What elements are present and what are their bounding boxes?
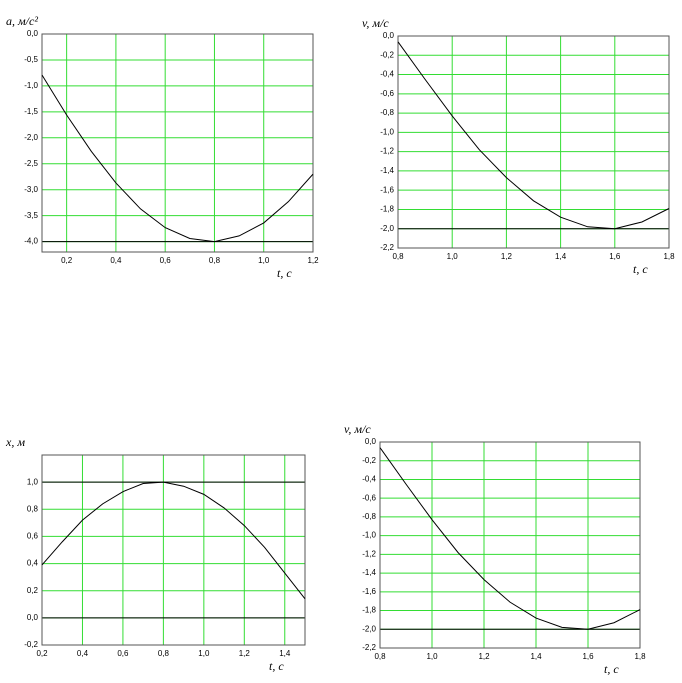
y-tick-label: -0,4 <box>380 70 394 79</box>
curve <box>41 481 306 600</box>
y-tick-label: -1,0 <box>362 531 376 540</box>
y-tick-label: -1,8 <box>362 606 376 615</box>
x-tick-label: 0,4 <box>77 649 89 658</box>
y-tick-label: -2,2 <box>362 643 376 652</box>
x-tick-label: 1,4 <box>279 649 291 658</box>
y-tick-label: 0,2 <box>27 586 39 595</box>
y-tick-label: -0,5 <box>24 55 38 64</box>
y-tick-label: -1,2 <box>380 147 394 156</box>
x-tick-label: 1,2 <box>239 649 251 658</box>
curve <box>379 447 641 630</box>
x-axis-label: t, с <box>604 662 619 676</box>
x-tick-label: 1,4 <box>530 652 542 661</box>
curve <box>41 74 314 243</box>
x-tick-label: 1,2 <box>478 652 490 661</box>
y-tick-label: 0,0 <box>365 437 377 446</box>
x-tick-label: 1,8 <box>634 652 646 661</box>
y-tick-label: -1,8 <box>380 205 394 214</box>
x-tick-label: 0,8 <box>392 252 404 261</box>
x-tick-label: 1,2 <box>501 252 513 261</box>
x-tick-label: 0,2 <box>61 256 73 265</box>
y-tick-label: -2,2 <box>380 243 394 252</box>
y-tick-label: -2,0 <box>24 133 38 142</box>
x-tick-label: 1,0 <box>258 256 270 265</box>
y-tick-label: -2,0 <box>362 624 376 633</box>
x-tick-label: 0,6 <box>160 256 172 265</box>
x-tick-label: 0,8 <box>209 256 221 265</box>
y-tick-label: -1,6 <box>380 185 394 194</box>
y-tick-label: 1,0 <box>27 477 39 486</box>
y-tick-label: -0,2 <box>362 456 376 465</box>
y-tick-label: 0,6 <box>27 532 39 541</box>
y-axis-label: v, м/с <box>362 16 389 30</box>
y-tick-label: -0,6 <box>362 493 376 502</box>
x-tick-label: 1,6 <box>582 652 594 661</box>
x-tick-label: 1,0 <box>198 649 210 658</box>
y-tick-label: -2,5 <box>24 159 38 168</box>
x-tick-label: 1,0 <box>447 252 459 261</box>
y-tick-label: -0,4 <box>362 475 376 484</box>
x-tick-label: 1,2 <box>307 256 319 265</box>
y-tick-label: -3,0 <box>24 185 38 194</box>
y-tick-label: -3,5 <box>24 211 38 220</box>
x-tick-label: 1,4 <box>555 252 567 261</box>
y-tick-label: -0,6 <box>380 89 394 98</box>
curve <box>397 41 670 230</box>
y-tick-label: -0,2 <box>24 640 38 649</box>
x-tick-label: 0,6 <box>117 649 129 658</box>
x-tick-label: 1,8 <box>663 252 675 261</box>
y-axis-label: a, м/с² <box>6 14 38 28</box>
y-tick-label: -1,5 <box>24 107 38 116</box>
plot-frame <box>397 35 670 249</box>
y-tick-label: -1,0 <box>24 81 38 90</box>
y-axis-label: x, м <box>5 435 25 449</box>
y-tick-label: -2,0 <box>380 224 394 233</box>
y-tick-label: -4,0 <box>24 237 38 246</box>
plot-frame <box>41 33 314 253</box>
y-tick-label: 0,0 <box>27 613 39 622</box>
y-tick-label: -0,2 <box>380 50 394 59</box>
y-tick-label: -0,8 <box>380 108 394 117</box>
y-axis-label: v, м/с <box>344 422 371 436</box>
x-axis-label: t, с <box>277 266 292 280</box>
x-tick-label: 1,0 <box>426 652 438 661</box>
y-tick-label: 0,0 <box>383 31 395 40</box>
plot-frame <box>379 441 641 649</box>
x-tick-label: 0,4 <box>110 256 122 265</box>
y-tick-label: 0,8 <box>27 504 39 513</box>
x-axis-label: t, с <box>633 262 648 276</box>
y-tick-label: -1,2 <box>362 549 376 558</box>
y-tick-label: -1,6 <box>362 587 376 596</box>
x-tick-label: 0,8 <box>374 652 386 661</box>
x-axis-label: t, с <box>269 659 284 673</box>
x-tick-label: 0,8 <box>158 649 170 658</box>
y-tick-label: -1,4 <box>380 166 394 175</box>
x-tick-label: 1,6 <box>609 252 621 261</box>
y-tick-label: -1,0 <box>380 127 394 136</box>
y-tick-label: -0,8 <box>362 512 376 521</box>
x-tick-label: 0,2 <box>36 649 48 658</box>
y-tick-label: 0,4 <box>27 559 39 568</box>
plot-frame <box>41 454 306 646</box>
y-tick-label: -1,4 <box>362 568 376 577</box>
y-tick-label: 0,0 <box>27 29 39 38</box>
